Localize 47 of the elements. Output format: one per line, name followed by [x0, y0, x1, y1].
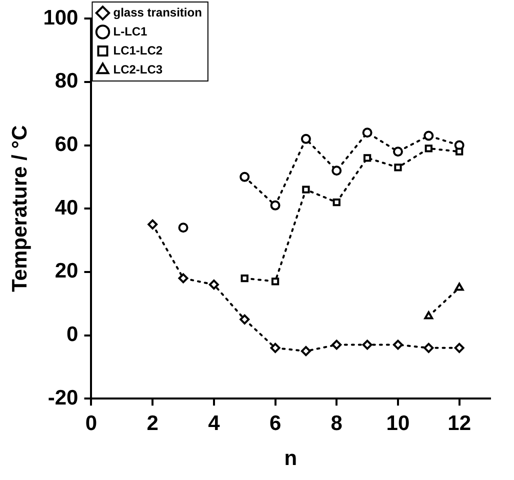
y-tick-label: 20 [54, 260, 78, 283]
x-tick-label: 12 [448, 412, 472, 435]
point [300, 346, 311, 356]
point [424, 342, 434, 353]
point [332, 340, 342, 350]
point [332, 198, 340, 206]
point [240, 274, 248, 282]
y-tick-label: 80 [54, 70, 78, 93]
point [271, 278, 280, 286]
point [178, 222, 188, 233]
y-tick-label: 100 [43, 6, 78, 30]
x-tick-label: 8 [330, 412, 343, 435]
point [456, 148, 464, 156]
y-tick-label: 40 [54, 196, 78, 220]
point [392, 340, 403, 350]
point [363, 154, 372, 162]
point [270, 342, 280, 353]
x-tick-label: 0 [85, 412, 98, 435]
x-tick-label: 6 [269, 412, 282, 435]
y-axis-title: Temperature / °C [8, 125, 32, 292]
point [424, 130, 434, 141]
point [424, 144, 432, 152]
legend-label: glass transition [113, 5, 202, 20]
point [394, 164, 402, 172]
point [362, 340, 372, 350]
legend-label: L-LC1 [113, 24, 148, 38]
point [148, 219, 158, 230]
x-tick-label: 2 [146, 412, 158, 435]
point [270, 200, 280, 210]
x-tick-label: 4 [208, 412, 220, 435]
legend-label: LC2-LC3 [113, 62, 163, 76]
point [302, 186, 310, 194]
point [178, 273, 188, 284]
point [240, 314, 250, 324]
point [208, 280, 219, 290]
y-tick-label: -20 [48, 386, 78, 410]
point [332, 166, 342, 176]
legend-label: LC1-LC2 [113, 43, 163, 58]
x-axis-title: n [284, 447, 298, 470]
point [240, 172, 250, 182]
point [454, 342, 464, 353]
point [300, 134, 311, 144]
y-tick-label: 0 [66, 323, 78, 346]
point [392, 146, 403, 157]
x-tick-label: 10 [386, 412, 410, 435]
y-tick-label: 60 [54, 133, 78, 156]
point [362, 128, 372, 138]
